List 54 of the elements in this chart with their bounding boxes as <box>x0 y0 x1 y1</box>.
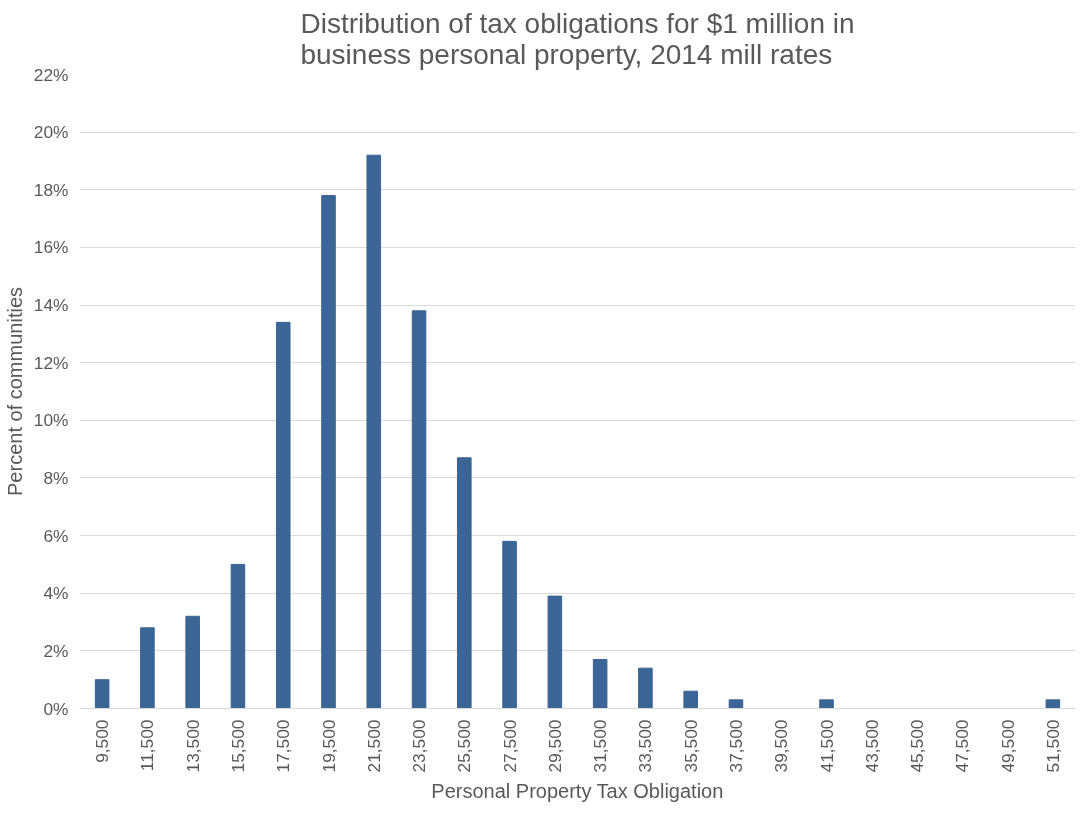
y-tick-label: 20% <box>33 122 69 143</box>
x-tick-label: 13,500 <box>182 719 203 773</box>
y-tick-label: 2% <box>43 640 69 661</box>
x-axis-title: Personal Property Tax Obligation <box>431 780 724 803</box>
y-tick-label: 10% <box>33 410 69 431</box>
x-tick-label: 45,500 <box>907 719 928 773</box>
bar <box>1045 699 1061 709</box>
chart-title: Distribution of tax obligations for $1 million in business personal property, 2014 mill rates <box>300 7 855 70</box>
y-tick-label: 14% <box>33 295 69 316</box>
bar <box>94 679 110 709</box>
y-tick-label: 6% <box>43 525 69 546</box>
x-tick-label: 17,500 <box>273 719 294 773</box>
x-tick-label: 37,500 <box>725 719 746 773</box>
bar <box>819 699 834 709</box>
x-tick-label: 39,500 <box>771 719 792 773</box>
x-tick-label: 27,500 <box>499 719 520 773</box>
y-tick-label: 4% <box>43 583 69 604</box>
y-tick-label: 8% <box>43 467 69 488</box>
y-tick-label: 18% <box>33 179 69 200</box>
bar <box>683 690 698 709</box>
bar <box>638 667 653 709</box>
bar <box>547 595 563 709</box>
bar <box>230 563 246 709</box>
bar <box>592 659 608 709</box>
bar <box>321 195 336 709</box>
x-tick-label: 19,500 <box>318 719 339 773</box>
bar <box>185 615 200 709</box>
bar <box>457 457 472 709</box>
bar <box>140 627 155 709</box>
y-axis-title: Percent of communities <box>3 287 26 496</box>
x-tick-label: 25,500 <box>454 719 475 773</box>
y-tick-label: 12% <box>33 352 69 373</box>
x-tick-label: 35,500 <box>680 719 701 773</box>
x-tick-label: 29,500 <box>544 719 565 773</box>
x-tick-label: 49,500 <box>997 719 1018 773</box>
y-tick-label: 22% <box>33 64 69 85</box>
bar <box>275 321 291 709</box>
bar <box>411 310 427 709</box>
x-tick-label: 41,500 <box>816 719 837 773</box>
x-tick-label: 9,500 <box>92 719 113 763</box>
bar <box>502 540 517 709</box>
x-tick-label: 23,500 <box>409 719 430 773</box>
y-tick-label: 16% <box>33 237 69 258</box>
x-tick-label: 21,500 <box>363 719 384 773</box>
x-tick-label: 33,500 <box>635 719 656 773</box>
y-tick-label: 0% <box>43 698 69 719</box>
bar <box>728 699 744 709</box>
x-tick-label: 51,500 <box>1042 719 1063 773</box>
bar <box>366 154 382 709</box>
x-tick-label: 43,500 <box>861 719 882 773</box>
x-tick-label: 11,500 <box>137 719 158 772</box>
x-tick-label: 47,500 <box>952 719 973 773</box>
x-tick-label: 31,500 <box>590 719 611 773</box>
x-tick-label: 15,500 <box>227 719 248 773</box>
